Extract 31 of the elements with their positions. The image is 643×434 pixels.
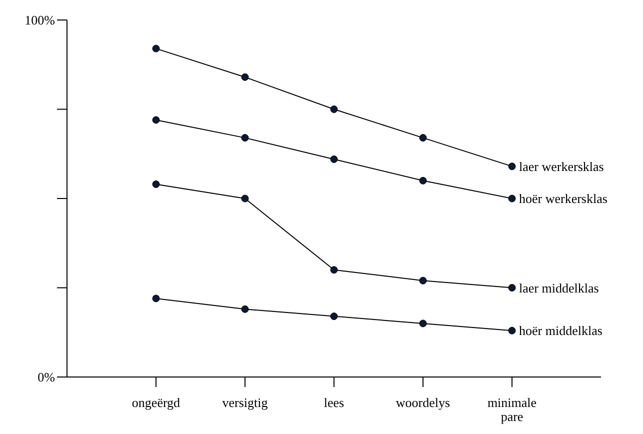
series-label: hoër werkersklas xyxy=(519,191,608,206)
x-tick-label: ongeërgd xyxy=(132,395,181,410)
series-label: laer werkersklas xyxy=(519,158,604,174)
x-tick-label: woordelys xyxy=(396,395,450,410)
series-label: hoër middelklas xyxy=(519,323,602,338)
point xyxy=(330,312,338,320)
point xyxy=(508,194,516,202)
point xyxy=(419,134,427,142)
point xyxy=(508,162,516,170)
point xyxy=(330,106,338,113)
point xyxy=(241,194,249,202)
x-tick-label: lees xyxy=(324,395,344,410)
point xyxy=(419,320,427,328)
point xyxy=(152,294,160,302)
point xyxy=(241,73,249,81)
y-tick-label: 0% xyxy=(38,370,56,385)
point xyxy=(241,305,249,313)
point xyxy=(152,180,160,188)
point xyxy=(241,134,249,142)
point xyxy=(152,116,160,124)
point xyxy=(330,155,338,163)
point xyxy=(419,276,427,284)
series-label: laer middelklas xyxy=(519,280,599,296)
point xyxy=(508,326,516,334)
point xyxy=(330,266,338,274)
point xyxy=(508,284,516,292)
point xyxy=(419,176,427,184)
y-tick-label: 100% xyxy=(24,12,56,28)
x-tick-label: minimale pare xyxy=(487,395,537,424)
x-tick-label: versigtig xyxy=(222,395,268,410)
point xyxy=(152,44,160,52)
